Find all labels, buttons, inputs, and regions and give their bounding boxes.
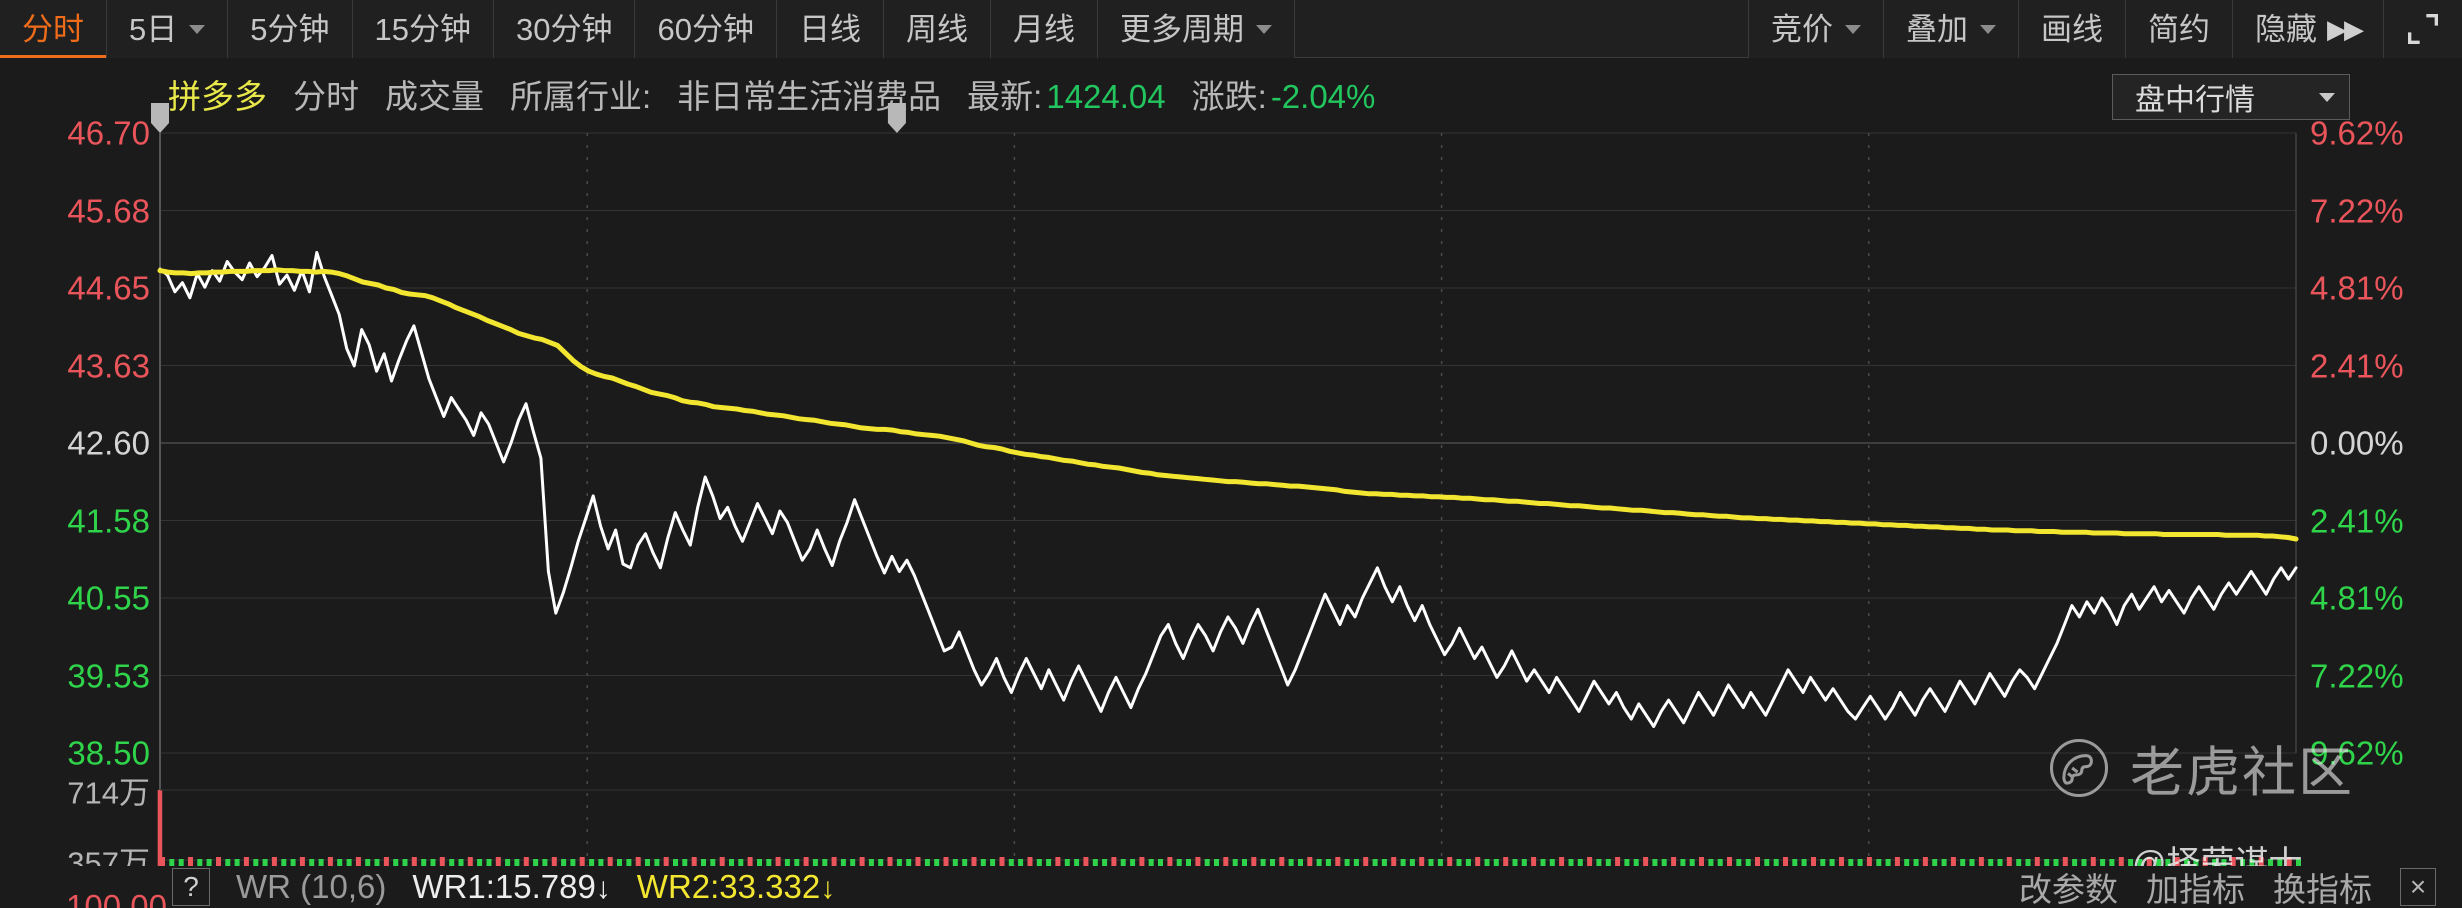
stock-name: 拼多多 [168, 78, 267, 115]
timeframe-5min-label: 5分钟 [250, 11, 330, 47]
indicator-actions: 改参数 加指标 换指标 × [2019, 866, 2436, 908]
timeframe-monthly-label: 月线 [1012, 11, 1075, 47]
latest-label: 最新: [967, 78, 1043, 115]
overlay-button[interactable]: 叠加 [1884, 0, 2019, 58]
market-mode-dropdown[interactable]: 盘中行情 [2112, 74, 2350, 120]
chart-type-label: 分时 [293, 78, 359, 115]
timeframe-60min-label: 60分钟 [657, 11, 754, 47]
timeframe-intraday-label: 分时 [22, 11, 84, 47]
drawline-button[interactable]: 画线 [2019, 0, 2126, 58]
timeframe-monthly[interactable]: 月线 [990, 0, 1098, 58]
timeframe-60min[interactable]: 60分钟 [635, 0, 777, 58]
indicator-name: WR (10,6) [236, 868, 387, 905]
drawline-button-label: 画线 [2041, 11, 2103, 47]
timeframe-5min[interactable]: 5分钟 [228, 0, 353, 58]
hide-button[interactable]: 隐藏 ▶▶ [2233, 0, 2384, 58]
timeframe-15min-label: 15分钟 [374, 11, 471, 47]
change-label: 涨跌: [1191, 78, 1267, 115]
percent-axis-tick: 2.41% [2310, 347, 2404, 384]
price-axis-tick: 45.68 [67, 192, 150, 229]
tiger-logo-icon [2049, 738, 2109, 797]
timeframe-5day[interactable]: 5日 [107, 0, 229, 58]
price-axis-tick: 40.55 [67, 579, 150, 617]
price-axis-tick: 42.60 [67, 424, 150, 462]
timeframe-more-label: 更多周期 [1119, 11, 1244, 47]
price-axis-tick: 38.50 [67, 734, 150, 772]
percent-axis-tick: 4.81% [2310, 269, 2404, 307]
top-toolbar: 分时 5日 5分钟 15分钟 30分钟 60分钟 日线 周线 月线 更多周期 竞价 叠加 画线 简约 隐藏… [0, 0, 2462, 58]
chevron-down-icon [1980, 24, 1996, 34]
toolbar-spacer [1294, 0, 1748, 58]
auction-button[interactable]: 竞价 [1748, 0, 1884, 58]
percent-axis-tick: 2.41% [2310, 502, 2404, 539]
overlay-button-label: 叠加 [1906, 11, 1968, 47]
timeframe-5day-label: 5日 [129, 11, 178, 47]
quote-info-row: 拼多多 分时 成交量 所属行业: 非日常生活消费品 最新: 1424.04 涨跌… [168, 80, 1401, 113]
timeframe-15min[interactable]: 15分钟 [352, 0, 494, 58]
chevron-down-icon [189, 24, 206, 34]
timeframe-group: 分时 5日 5分钟 15分钟 30分钟 60分钟 日线 周线 月线 更多周期 [0, 0, 1295, 58]
timeframe-more[interactable]: 更多周期 [1097, 0, 1295, 58]
volume-label: 成交量 [385, 78, 484, 115]
chart-area[interactable]: 46.70 45.68 44.65 43.63 42.60 41.58 40.55 39.53… [0, 100, 2462, 908]
fullscreen-icon[interactable] [2384, 0, 2462, 58]
indicator-left-group: ? WR (10,6) WR1:15.789↓ WR2:33.332↓ [172, 866, 835, 908]
price-axis-tick: 41.58 [67, 502, 150, 539]
brand-name: 老虎社区 [2130, 743, 2354, 803]
industry-label: 所属行业: [510, 78, 652, 115]
percent-axis-tick: 4.81% [2310, 579, 2404, 617]
indicator-wr2: WR2:33.332↓ [637, 868, 835, 906]
wr1-arrow-icon: ↓ [595, 872, 611, 905]
indicator-wr1: WR1:15.789↓ [412, 868, 610, 906]
change-value: -2.04% [1270, 78, 1376, 115]
simple-button-label: 简约 [2148, 11, 2210, 47]
hide-button-label: 隐藏 [2255, 11, 2317, 47]
price-chart-canvas[interactable] [0, 100, 2462, 908]
timeframe-30min[interactable]: 30分钟 [493, 0, 636, 58]
timeframe-daily[interactable]: 日线 [776, 0, 884, 58]
tools-group: 竞价 叠加 画线 简约 隐藏 ▶▶ [1748, 0, 2384, 58]
percent-axis-tick: 0.00% [2310, 424, 2404, 462]
cut-off-value: 100.00 [66, 888, 167, 908]
wr2-arrow-icon: ↓ [820, 872, 836, 905]
indicator-action[interactable]: 换指标 [2273, 871, 2372, 908]
timeframe-weekly[interactable]: 周线 [883, 0, 991, 58]
indicator-action[interactable]: 改参数 [2019, 871, 2118, 908]
timeframe-intraday[interactable]: 分时 [0, 0, 107, 58]
chevron-down-icon [2319, 92, 2335, 102]
close-icon[interactable]: × [2400, 868, 2436, 906]
percent-axis-tick: 9.62% [2310, 114, 2404, 152]
percent-axis-tick: 9.62% [2310, 734, 2404, 772]
price-axis-tick: 43.63 [67, 347, 150, 384]
price-axis-tick: 44.65 [67, 269, 150, 307]
chevron-down-icon [1845, 24, 1861, 34]
chevron-down-icon [1255, 24, 1272, 34]
market-mode-label: 盘中行情 [2135, 84, 2255, 117]
auction-button-label: 竞价 [1771, 11, 1833, 47]
volume-axis-tick: 714万 [67, 775, 150, 811]
price-axis-tick: 39.53 [67, 657, 150, 694]
indicator-action[interactable]: 加指标 [2146, 871, 2245, 908]
indicator-bar: ? WR (10,6) WR1:15.789↓ WR2:33.332↓ 改参数加… [0, 866, 2462, 908]
percent-axis-tick: 7.22% [2310, 192, 2404, 229]
wr1-value: WR1:15.789 [412, 868, 596, 905]
brand-watermark: 老虎社区 [2046, 728, 2354, 807]
timeframe-30min-label: 30分钟 [515, 11, 613, 47]
timeframe-weekly-label: 周线 [905, 11, 968, 47]
timeframe-daily-label: 日线 [798, 11, 861, 47]
help-icon[interactable]: ? [172, 868, 210, 906]
latest-value: 1424.04 [1046, 78, 1166, 115]
percent-axis-tick: 7.22% [2310, 657, 2404, 694]
simple-button[interactable]: 简约 [2126, 0, 2233, 58]
wr2-value: WR2:33.332 [636, 868, 821, 905]
double-arrow-right-icon: ▶▶ [2327, 14, 2364, 44]
price-axis-tick: 46.70 [67, 114, 150, 152]
